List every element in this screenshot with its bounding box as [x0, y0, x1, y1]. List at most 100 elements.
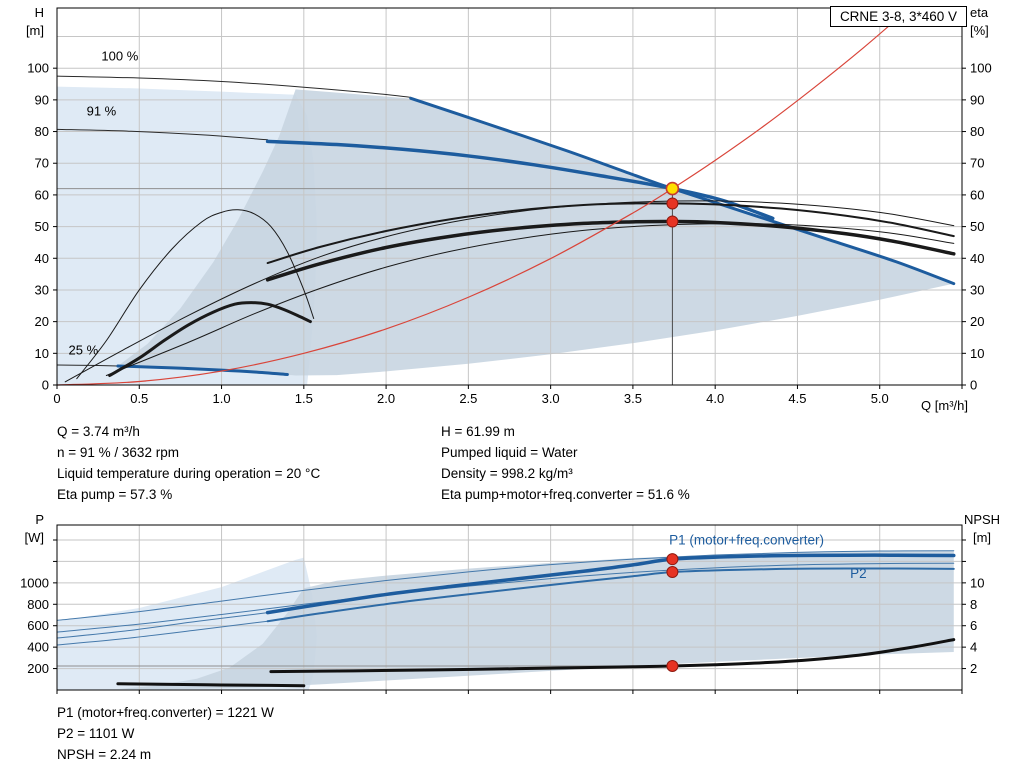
- x-tick-label: 4.0: [706, 391, 724, 406]
- x-tick-label: 0: [53, 391, 60, 406]
- y-left-tick-label: 10: [35, 346, 49, 361]
- power-info: P1 (motor+freq.converter) = 1221 W P2 = 1…: [57, 702, 274, 765]
- x-tick-label: 4.5: [788, 391, 806, 406]
- y-right-tick-label: 6: [970, 618, 977, 633]
- x-tick-label: 2.5: [459, 391, 477, 406]
- operating-envelope: [117, 89, 954, 376]
- y-left-tick-label: 200: [27, 661, 49, 676]
- y-left-tick-label: 30: [35, 282, 49, 297]
- qh-91-thick: [265, 139, 775, 221]
- operating-envelope-p: [117, 550, 954, 690]
- label-100pct: 100 %: [101, 48, 138, 63]
- y-right-tick-label: 40: [970, 251, 984, 266]
- y-left-tick-label: 100: [27, 61, 49, 76]
- duty-point-qh: [665, 181, 680, 196]
- info-line: Density = 998.2 kg/m³: [441, 466, 573, 481]
- eta-axis-unit: [%]: [970, 23, 989, 38]
- info-line: Liquid temperature during operation = 20…: [57, 466, 321, 481]
- plot-border-power: [56, 524, 963, 691]
- y-left-tick-label: 70: [35, 156, 49, 171]
- eta-total-91: [265, 219, 956, 282]
- x-tick-label: 0.5: [130, 391, 148, 406]
- info-line: H = 61.99 m: [441, 424, 515, 439]
- duty-info-right: H = 61.99 m Pumped liquid = Water Density …: [441, 421, 690, 505]
- ticks-qh: 0 0.5 1.0 1.5 2.0 2.5 3.0 3.5 4.0 4.5 5.0 0 10 20 30 40…: [27, 61, 991, 406]
- y-right-tick-label: 30: [970, 282, 984, 297]
- x-tick-label: 1.0: [213, 391, 231, 406]
- eta-total-point: [666, 215, 679, 228]
- eta-axis-symbol: eta: [970, 5, 989, 20]
- npsh-axis-symbol: NPSH: [963, 512, 1001, 527]
- gridlines-power: [57, 525, 962, 690]
- p-axis-unit: [W]: [24, 530, 45, 545]
- y-right-tick-label: 80: [970, 124, 984, 139]
- chart-qh: 0 0.5 1.0 1.5 2.0 2.5 3.0 3.5 4.0 4.5 5.0 0 10 20 30 40…: [27, 7, 992, 406]
- label-p2-curve: P2: [850, 566, 867, 581]
- p1-point: [666, 553, 679, 566]
- label-25pct: 25 %: [69, 343, 99, 358]
- eta-total-100: [105, 223, 955, 376]
- y-left-tick-label: 50: [35, 219, 49, 234]
- y-left-tick-label: 600: [27, 618, 49, 633]
- q-axis-title: Q [m³/h]: [921, 398, 968, 413]
- npsh-axis-title: NPSH [m]: [956, 511, 1008, 547]
- y-right-tick-label: 10: [970, 575, 984, 590]
- y-right-tick-label: 50: [970, 219, 984, 234]
- info-line: Eta pump+motor+freq.converter = 51.6 %: [441, 487, 690, 502]
- duty-info-left: Q = 3.74 m³/h n = 91 % / 3632 rpm Liquid t…: [57, 421, 320, 505]
- npsh-91-thick: [269, 638, 956, 674]
- y-right-tick-label: 0: [970, 378, 977, 393]
- eta-pump-100: [64, 200, 955, 383]
- qh-100-thin: [56, 75, 412, 98]
- y-right-tick-label: 60: [970, 187, 984, 202]
- p1-91-lead-thin: [56, 612, 269, 639]
- eta-pump-91: [266, 202, 955, 265]
- eta-axis-title: eta [%]: [970, 4, 1020, 40]
- y-right-tick-label: 90: [970, 92, 984, 107]
- qh-91-thin: [56, 128, 269, 141]
- y-left-tick-label: 1000: [20, 575, 49, 590]
- info-line: n = 91 % / 3632 rpm: [57, 445, 179, 460]
- p2-91-lead-thin: [56, 620, 269, 646]
- info-line: Eta pump = 57.3 %: [57, 487, 173, 502]
- pump-model-box: CRNE 3-8, 3*460 V: [829, 6, 967, 27]
- x-tick-label: 2.0: [377, 391, 395, 406]
- ticks-power: 200 400 600 800 1000 2 4 6 8 10: [20, 539, 984, 694]
- chart-power: 200 400 600 800 1000 2 4 6 8 10 P1 (motor+freq.con…: [20, 524, 984, 694]
- y-left-tick-label: 800: [27, 597, 49, 612]
- y-right-tick-label: 100: [970, 61, 992, 76]
- gridlines-qh: [57, 8, 962, 385]
- plot-border-qh: [56, 7, 963, 386]
- label-91pct: 91 %: [87, 104, 117, 119]
- y-left-tick-label: 90: [35, 92, 49, 107]
- x-tick-label: 3.0: [542, 391, 560, 406]
- h-axis-title: H [m]: [10, 4, 44, 40]
- y-left-tick-label: 80: [35, 124, 49, 139]
- similarity-parabola: [56, 8, 909, 386]
- qh-25-thick: [116, 364, 289, 377]
- h-axis-symbol: H: [34, 5, 44, 20]
- y-right-tick-label: 4: [970, 640, 977, 655]
- y-right-tick-label: 10: [970, 346, 984, 361]
- y-right-tick-label: 20: [970, 314, 984, 329]
- y-left-tick-label: 40: [35, 251, 49, 266]
- p2-point: [666, 566, 679, 579]
- p-axis-title: P [W]: [10, 511, 45, 547]
- y-right-tick-label: 2: [970, 661, 977, 676]
- p1-91-thick: [265, 553, 956, 615]
- eta-pump-point: [666, 197, 679, 210]
- npsh-axis-unit: [m]: [972, 530, 992, 545]
- info-line: P1 (motor+freq.converter) = 1221 W: [57, 705, 274, 720]
- p-axis-symbol: P: [35, 512, 44, 527]
- qh-25-thin: [56, 364, 119, 367]
- y-right-tick-label: 70: [970, 156, 984, 171]
- p2-91-thick: [266, 567, 955, 623]
- y-left-tick-label: 0: [42, 378, 49, 393]
- info-line: NPSH = 2.24 m: [57, 747, 152, 762]
- npsh-point: [666, 660, 679, 672]
- y-left-tick-label: 60: [35, 187, 49, 202]
- y-left-tick-label: 400: [27, 640, 49, 655]
- y-left-tick-label: 20: [35, 314, 49, 329]
